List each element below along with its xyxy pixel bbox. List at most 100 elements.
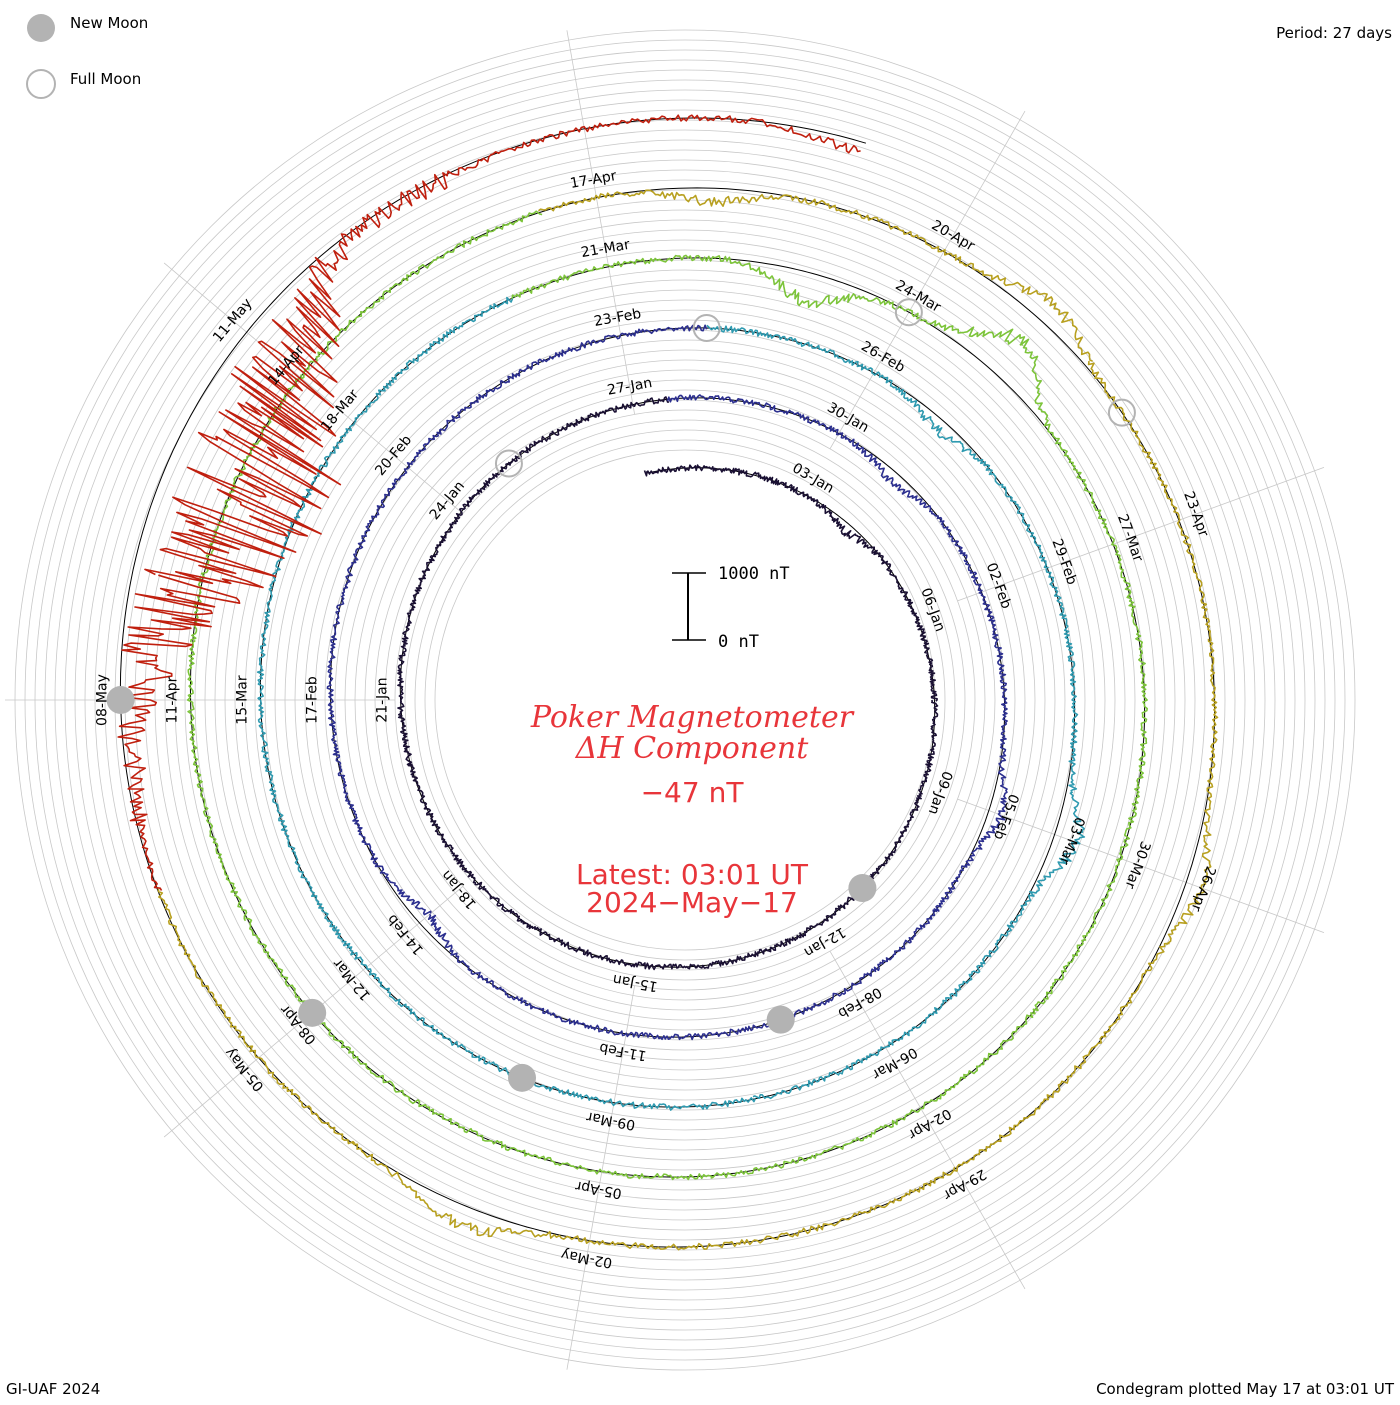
date-label: 02-May [560, 1246, 614, 1271]
full-moon-marker [692, 314, 721, 343]
date-label: 09-Mar [585, 1108, 637, 1132]
trace-segment [777, 481, 892, 568]
trace-segment [326, 537, 366, 742]
scale-top-label: 1000 nT [718, 564, 790, 584]
current-value: −47 nT [641, 776, 745, 809]
trace-segment [1087, 360, 1212, 642]
date-label: 26-Apr [1187, 864, 1218, 914]
date-label: 18-Mar [318, 386, 362, 434]
new-moon-marker [508, 1063, 537, 1092]
new-moon-marker [766, 1005, 795, 1034]
trace-segment [832, 205, 1093, 362]
chart-subtitle: ΔH Component [575, 731, 809, 766]
spiral-baseline [119, 117, 1216, 1248]
latest-time: Latest: 03:01 UT [576, 858, 809, 891]
grid-circle [414, 429, 956, 971]
trace-segment [538, 189, 837, 212]
trace-segment [297, 125, 585, 331]
trace-segment [1019, 338, 1132, 598]
date-label: 03-Mar [1056, 815, 1088, 867]
trace-segment [361, 380, 503, 539]
day-spoke [829, 950, 1026, 1290]
trace-segment [963, 857, 1121, 1079]
trace-segment [635, 938, 789, 971]
trace-segment [407, 762, 498, 900]
date-label: 11-Apr [165, 676, 181, 723]
period-label: Period: 27 days [1276, 24, 1392, 42]
day-spoke [957, 467, 1325, 602]
trace-segment [958, 791, 1086, 991]
full-moon-marker [1107, 398, 1136, 427]
day-spoke [829, 110, 1026, 450]
trace-segment [786, 841, 901, 945]
date-label: 26-Feb [858, 338, 907, 376]
trace-segment [779, 909, 938, 1021]
trace-segment [1045, 568, 1079, 793]
trace-segment [117, 574, 241, 891]
trace-segment [710, 1076, 967, 1179]
date-label: 29-Apr [940, 1165, 989, 1202]
date-label: 18-Jan [439, 867, 480, 912]
trace-segment [186, 639, 248, 922]
latest-date: 2024−May−17 [586, 886, 798, 919]
day-spoke [566, 30, 636, 415]
date-label: 05-Feb [990, 792, 1021, 842]
moon-markers [106, 298, 1136, 1092]
trace-segment [332, 740, 432, 916]
trace-segment [650, 1166, 956, 1251]
trace-segment [397, 599, 417, 766]
date-label: 14-Feb [384, 911, 427, 958]
trace-segment [752, 988, 960, 1100]
trace-segment [412, 462, 511, 602]
trace-segment [323, 295, 514, 465]
new-moon-marker [848, 874, 877, 903]
trace-segment [245, 917, 444, 1120]
trace-segment [500, 324, 708, 384]
new-moon-marker [298, 998, 327, 1027]
trace-segment [507, 396, 670, 465]
trace-segment [933, 736, 1008, 912]
grid-circle [404, 419, 966, 981]
trace-segment [907, 398, 1049, 569]
day-spoke [566, 985, 636, 1370]
baseline-spiral [119, 117, 1216, 1248]
magnetometer-traces [117, 114, 1219, 1251]
trace-segment [643, 464, 780, 486]
date-label: 15-Jan [612, 971, 659, 995]
legend: New Moon Full Moon [26, 14, 148, 99]
trace-segment [441, 1116, 714, 1181]
trace-segment [257, 697, 336, 932]
trace-segment [953, 942, 1170, 1172]
date-label: 09-Jan [925, 769, 956, 817]
scale-bottom-label: 0 nT [718, 632, 759, 652]
trace-segment [963, 559, 1008, 738]
legend-new-moon: New Moon [70, 14, 148, 32]
day-spoke [957, 798, 1325, 933]
trace-segment [583, 114, 861, 154]
date-label: 27-Jan [606, 375, 653, 399]
date-label: 11-Feb [598, 1039, 648, 1063]
trace-segment [1165, 638, 1219, 946]
trace-segment [511, 254, 763, 300]
chart-title: Poker Magnetometer [530, 700, 855, 735]
trace-segment [706, 324, 909, 402]
trace-segment [886, 565, 938, 702]
trace-segment [759, 271, 1026, 347]
grid-circle [424, 439, 946, 961]
new-moon-marker [106, 686, 135, 714]
trace-segment [586, 1017, 783, 1041]
trace-segment [351, 1142, 654, 1249]
full-moon-icon [26, 69, 56, 99]
trace-segment [427, 913, 589, 1029]
day-spoke [163, 262, 464, 514]
trace-segment [496, 897, 640, 968]
date-label: 08-Feb [835, 984, 884, 1022]
footer-credit: GI-UAF 2024 [6, 1380, 100, 1398]
date-label: 05-Apr [574, 1177, 623, 1201]
trace-segment [1118, 594, 1148, 861]
date-label: 05-May [222, 1044, 268, 1094]
full-moon-marker [894, 298, 923, 327]
grid-circle [434, 449, 936, 951]
scale-bar: 1000 nT 0 nT [672, 564, 790, 652]
